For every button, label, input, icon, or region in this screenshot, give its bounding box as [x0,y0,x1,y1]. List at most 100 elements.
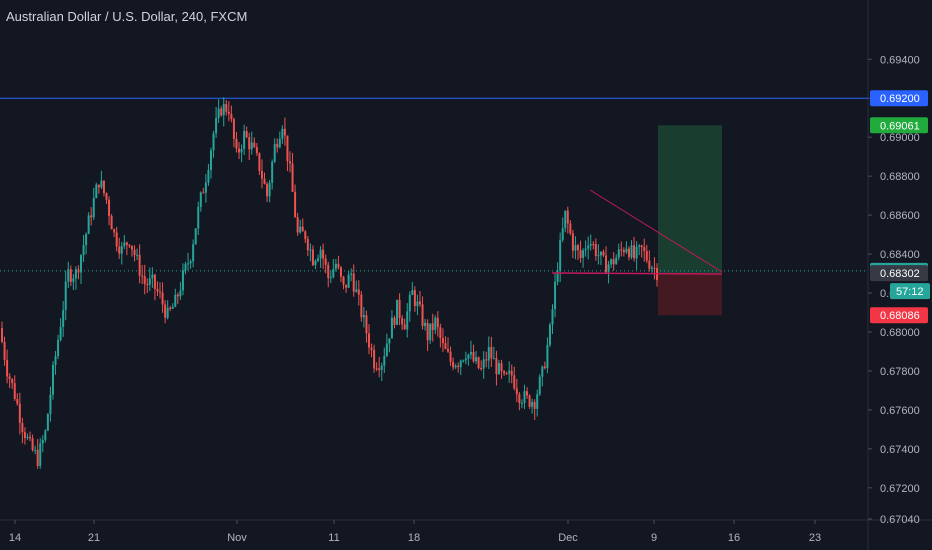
candle-body [329,277,332,279]
candle-body [16,398,19,404]
candle-body [67,269,70,282]
candle-body [288,161,291,164]
candle-body [421,304,424,326]
candle-body [128,244,131,246]
candle-body [447,348,450,352]
candle-body [538,376,541,395]
candle-body [429,323,432,341]
candle-body [3,341,6,360]
candle-body [342,276,345,285]
candle-body [222,104,225,116]
candle-body [505,373,508,375]
candle-body [156,288,159,292]
candle-body [650,267,653,269]
candle-body [34,449,37,451]
candle-body [238,148,241,153]
candle-body [26,436,29,439]
price-tag-label: 0.68302 [880,268,920,280]
candle-body [431,323,434,331]
candle-body [492,358,495,360]
candle-body [11,379,14,384]
candle-body [360,294,363,318]
candle-body [561,228,564,241]
candle-body [102,180,105,194]
candle-body [184,263,187,271]
candle-body [385,343,388,357]
x-tick-label: 18 [408,532,420,544]
y-tick-label: 0.67800 [880,366,920,378]
candle-body [92,198,95,218]
candle-body [564,210,567,229]
candle-body [569,223,572,234]
candle-body [248,137,251,150]
price-tag-label: 0.68086 [880,310,920,322]
candle-body [23,432,26,439]
candle-body [69,269,72,282]
candle-body [82,245,85,256]
candle-body [413,290,416,307]
x-tick-label: Dec [558,532,578,544]
candle-body [472,351,475,362]
price-tag-badge [890,283,930,300]
candle-body [546,344,549,369]
candle-body [192,244,195,262]
candle-body [370,347,373,350]
candle-body [582,250,585,258]
candle-body [174,294,177,307]
candle-body [44,430,47,440]
chart-title: Australian Dollar / U.S. Dollar, 240, FX… [6,9,248,24]
candle-body [500,363,503,372]
candle-body [523,391,526,403]
price-tag-label: 57:12 [896,286,924,298]
candle-body [57,339,60,357]
candle-body [390,317,393,339]
candle-body [554,281,557,310]
candle-body [105,193,108,200]
candle-body [350,273,353,275]
candle-body [18,403,21,423]
candle-body [490,347,493,359]
candle-body [235,138,238,149]
candle-body [110,215,113,230]
candle-body [263,178,266,184]
triangle-lower-line [551,272,723,275]
candle-body [283,128,286,136]
y-tick-label: 0.68400 [880,249,920,261]
candle-body [531,401,534,407]
candle-body [212,133,215,151]
candle-body [118,246,121,254]
x-tick-label: 14 [9,532,21,544]
y-tick-label: 0.67040 [880,514,920,526]
candle-body [352,273,355,292]
candle-body [653,267,656,269]
candle-body [533,401,536,409]
candle-body [406,311,409,330]
candle-body [424,322,427,326]
candle-body [482,359,485,369]
candle-body [136,254,139,256]
candle-body [141,275,144,277]
candle-body [232,119,235,139]
candle-body [508,370,511,374]
candle-body [495,358,498,375]
candle-body [271,161,274,183]
candle-body [286,135,289,162]
candle-body [115,232,118,247]
candle-body [378,368,381,370]
candle-body [513,375,516,389]
candle-body [151,274,154,279]
candle-body [304,231,307,240]
candle-body [306,239,309,251]
candle-body [543,366,546,369]
candle-body [217,108,220,119]
candle-body [95,184,98,199]
candle-body [123,242,126,246]
candle-body [457,365,460,368]
candle-body [77,269,80,273]
candle-body [51,364,54,395]
x-tick-label: 21 [88,532,100,544]
candle-body [209,150,212,171]
candle-body [612,259,615,265]
candle-body [291,163,294,192]
